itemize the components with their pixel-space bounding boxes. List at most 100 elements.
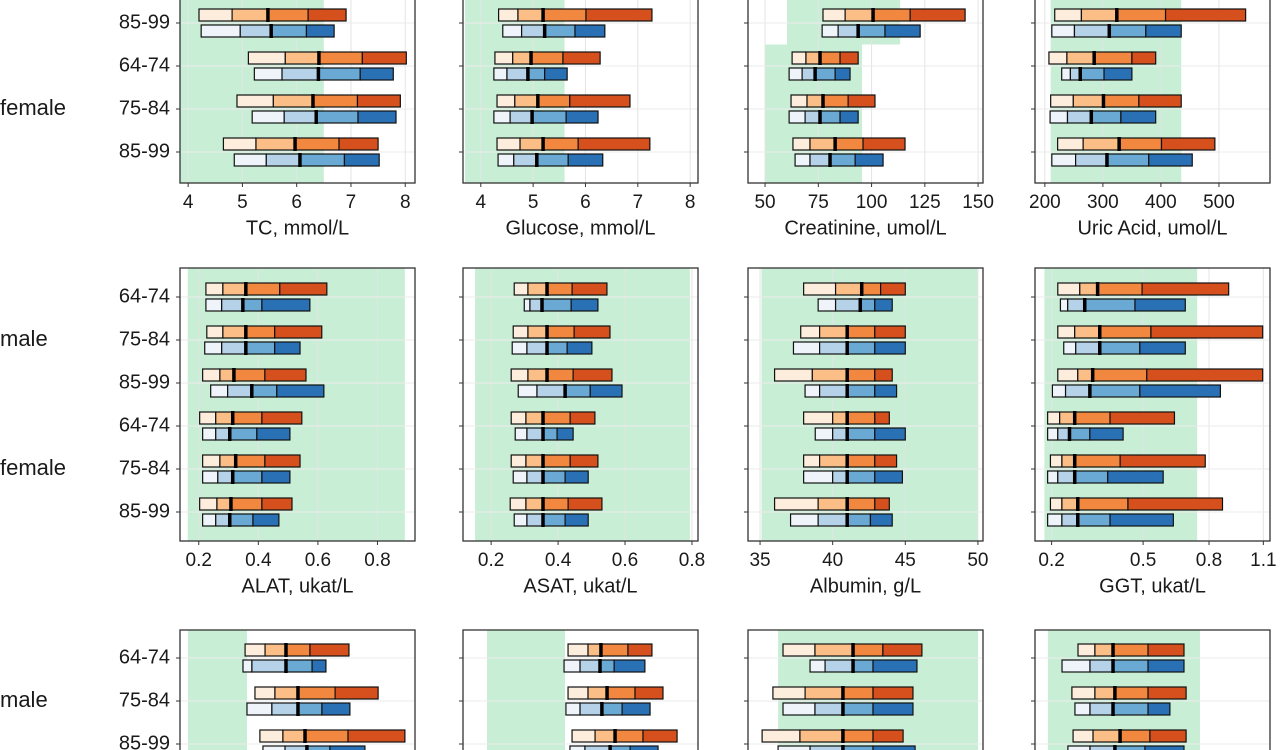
x-axis-label: Glucose, mmol/L: [505, 217, 655, 239]
bar-segment: [283, 110, 317, 124]
bar-segment: [874, 325, 906, 339]
x-tick-label: 5: [237, 192, 248, 213]
bar-segment: [846, 368, 876, 382]
bar-segment: [285, 643, 311, 657]
bar-segment: [297, 686, 336, 700]
bar-segment: [572, 368, 613, 382]
bar-segment: [824, 659, 854, 673]
bar-segment: [512, 51, 532, 65]
bar-segment: [527, 325, 548, 339]
bar-segment: [571, 282, 608, 296]
bar-segment: [496, 137, 521, 151]
bar-segment: [514, 427, 528, 441]
bar-segment: [1119, 454, 1206, 468]
bar-segment: [1119, 729, 1151, 743]
bar-segment: [531, 110, 567, 124]
x-tick-label: 200: [1029, 192, 1061, 213]
panel-frame: [179, 0, 416, 184]
bar-segment: [526, 341, 548, 355]
bar-segment: [819, 325, 848, 339]
bar-segment: [567, 643, 589, 657]
bar-segment: [494, 51, 514, 65]
bar-segment: [1097, 282, 1143, 296]
panel-frame: [747, 0, 984, 184]
bar-segment: [564, 384, 591, 398]
bar-segment: [846, 384, 876, 398]
bar-segment: [819, 384, 848, 398]
x-tick-label: 0.8: [364, 550, 390, 571]
bar-segment: [244, 643, 266, 657]
bar-segment: [544, 67, 568, 81]
bar-segment: [233, 153, 267, 167]
bar-segment: [862, 137, 906, 151]
bar-segment: [874, 454, 898, 468]
bar-segment: [1108, 24, 1147, 38]
bar-segment: [530, 51, 564, 65]
bar-segment: [502, 24, 523, 38]
bar-segment: [1160, 137, 1216, 151]
bar-segment: [219, 368, 235, 382]
bar-segment: [1047, 411, 1061, 425]
bar-segment: [809, 153, 831, 167]
bar-segment: [846, 341, 876, 355]
bar-segment: [606, 686, 636, 700]
bar-segment: [510, 454, 527, 468]
bar-segment: [1146, 368, 1264, 382]
x-tick-label: 150: [962, 192, 994, 213]
bar-segment: [1051, 24, 1076, 38]
bar-segment: [874, 298, 893, 312]
reference-range: [1050, 0, 1182, 45]
bar-segment: [262, 745, 286, 750]
bar-segment: [198, 8, 233, 22]
bar-segment: [1094, 643, 1114, 657]
bar-segment: [497, 153, 515, 167]
bar-segment: [1047, 513, 1063, 527]
bar-segment: [1077, 513, 1111, 527]
bar-segment: [1077, 643, 1096, 657]
bar-segment: [1092, 729, 1121, 743]
bar-segment: [1139, 341, 1186, 355]
bar-segment: [814, 643, 854, 657]
panel: [180, 0, 415, 183]
bar-segment: [594, 729, 616, 743]
bar-segment: [261, 298, 311, 312]
x-tick-label: 0.2: [478, 550, 504, 571]
bar-segment: [803, 454, 821, 468]
bar-segment: [236, 94, 274, 108]
bar-segment: [587, 643, 602, 657]
bar-segment: [221, 298, 244, 312]
bar-segment: [852, 659, 874, 673]
bar-segment: [882, 643, 923, 657]
bar-segment: [872, 659, 918, 673]
bar-segment: [265, 153, 301, 167]
bar-segment: [1112, 659, 1149, 673]
bar-segment: [1061, 497, 1079, 511]
bar-segment: [506, 67, 529, 81]
bar-segment: [571, 729, 596, 743]
bar-segment: [264, 454, 301, 468]
bar-segment: [361, 51, 407, 65]
bar-segment: [587, 686, 608, 700]
bar-segment: [235, 454, 266, 468]
bar-segment: [846, 325, 876, 339]
bar-segment: [565, 110, 599, 124]
bar-segment: [1049, 454, 1063, 468]
bar-segment: [574, 24, 606, 38]
bar-segment: [537, 94, 571, 108]
age-label: 85-99: [119, 11, 170, 33]
bar-segment: [1066, 51, 1095, 65]
bar-segment: [206, 325, 224, 339]
bar-segment: [566, 341, 593, 355]
bar-segment: [232, 470, 263, 484]
bar-segment: [874, 341, 906, 355]
bar-segment: [1094, 686, 1116, 700]
bar-segment: [1074, 325, 1101, 339]
panel: [180, 268, 415, 541]
x-tick-label: 400: [1145, 192, 1177, 213]
bar-segment: [874, 368, 893, 382]
bar-segment: [794, 153, 811, 167]
bar-segment: [1147, 702, 1171, 716]
bar-segment: [846, 470, 876, 484]
bar-segment: [621, 702, 651, 716]
x-tick-label: 300: [1087, 192, 1119, 213]
